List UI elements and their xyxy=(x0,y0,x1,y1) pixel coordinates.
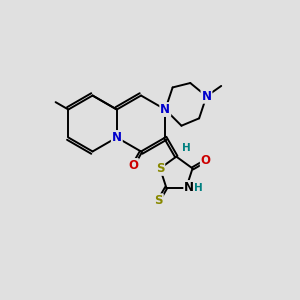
Text: H: H xyxy=(194,182,203,193)
Text: S: S xyxy=(156,162,164,175)
Text: N: N xyxy=(160,103,170,116)
Text: N: N xyxy=(202,90,212,103)
Text: O: O xyxy=(128,159,138,172)
Text: H: H xyxy=(182,143,191,153)
Text: N: N xyxy=(184,181,194,194)
Text: O: O xyxy=(201,154,211,167)
Text: N: N xyxy=(112,131,122,144)
Text: S: S xyxy=(154,194,163,207)
